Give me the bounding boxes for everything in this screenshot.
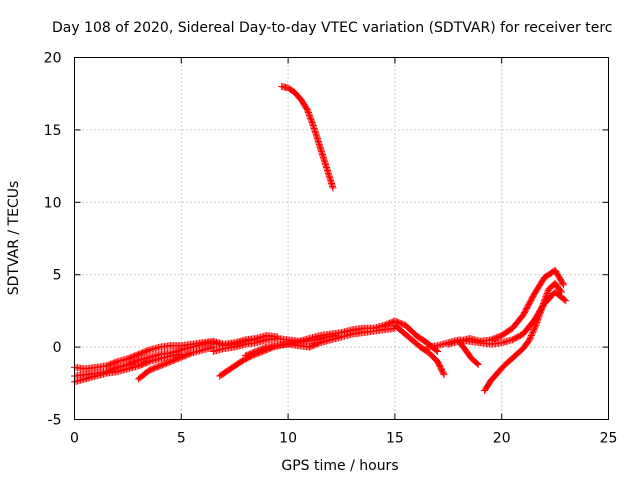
- data-point: [144, 358, 152, 366]
- data-point: [544, 288, 552, 296]
- y-tick-label: 20: [44, 51, 62, 67]
- data-point: [540, 297, 548, 305]
- data-point: [527, 333, 535, 341]
- data-point: [543, 291, 551, 299]
- x-axis-label: GPS time / hours: [281, 458, 398, 474]
- x-tick-label: 15: [386, 431, 404, 447]
- data-point: [542, 292, 550, 300]
- data-point: [562, 297, 570, 305]
- data-point: [531, 324, 539, 332]
- series-arc-9: [391, 321, 448, 379]
- series-arc-11: [444, 266, 568, 348]
- data-point: [304, 107, 312, 115]
- y-axis-label: SDTVAR / TECUs: [6, 181, 22, 296]
- x-tick-label: 10: [279, 431, 297, 447]
- data-point: [538, 303, 546, 311]
- x-tick-label: 0: [70, 431, 79, 447]
- data-point: [526, 334, 534, 342]
- data-point: [309, 122, 317, 130]
- x-tick-label: 5: [177, 431, 186, 447]
- data-point: [559, 280, 567, 288]
- y-tick-label: 10: [44, 195, 62, 211]
- series-arc-3: [71, 350, 185, 386]
- data-point: [539, 301, 547, 309]
- data-point: [528, 330, 536, 338]
- series-arc-8: [278, 82, 337, 192]
- data-point: [561, 296, 569, 304]
- data-point: [439, 369, 447, 377]
- data-point: [473, 360, 481, 368]
- x-tick-label: 20: [493, 431, 511, 447]
- y-tick-label: -5: [48, 413, 62, 429]
- data-point: [543, 290, 551, 298]
- chart-title: Day 108 of 2020, Sidereal Day-to-day VTE…: [52, 20, 612, 36]
- data-point: [309, 120, 317, 128]
- data-point: [307, 114, 315, 122]
- data-point: [560, 281, 568, 289]
- data-point: [305, 110, 313, 118]
- data-point: [541, 294, 549, 302]
- grid-lines: [74, 57, 609, 420]
- data-point: [529, 329, 537, 337]
- data-point: [303, 106, 311, 114]
- plot-frame: [74, 57, 609, 420]
- data-point: [440, 371, 448, 379]
- data-point: [307, 116, 315, 124]
- data-point: [540, 298, 548, 306]
- data-point: [261, 344, 269, 352]
- axis-ticks: 0 5 10 15 20 25 -5 0 5 10 15 20: [44, 51, 618, 447]
- data-point: [306, 113, 314, 121]
- data-point: [329, 184, 337, 192]
- data-point: [304, 109, 312, 117]
- series-arc-7: [241, 324, 399, 360]
- data-point: [558, 288, 566, 296]
- y-tick-label: 0: [53, 340, 62, 356]
- data-point: [308, 119, 316, 127]
- data-point: [529, 327, 537, 335]
- y-tick-label: 5: [53, 268, 62, 284]
- data-point: [474, 360, 482, 368]
- y-tick-label: 15: [44, 123, 62, 139]
- data-point: [527, 332, 535, 340]
- series-arc-13: [481, 279, 566, 395]
- data-point: [305, 111, 313, 119]
- data-point: [539, 300, 547, 308]
- data-point: [530, 326, 538, 334]
- series-arc-12: [455, 337, 482, 368]
- data-point: [541, 295, 549, 303]
- x-tick-label: 25: [600, 431, 618, 447]
- data-point: [144, 347, 152, 355]
- data-point: [531, 323, 539, 331]
- data-point: [557, 287, 565, 295]
- data-point: [308, 117, 316, 125]
- data-point: [315, 339, 323, 347]
- data-point: [525, 336, 533, 344]
- data-point: [187, 349, 195, 357]
